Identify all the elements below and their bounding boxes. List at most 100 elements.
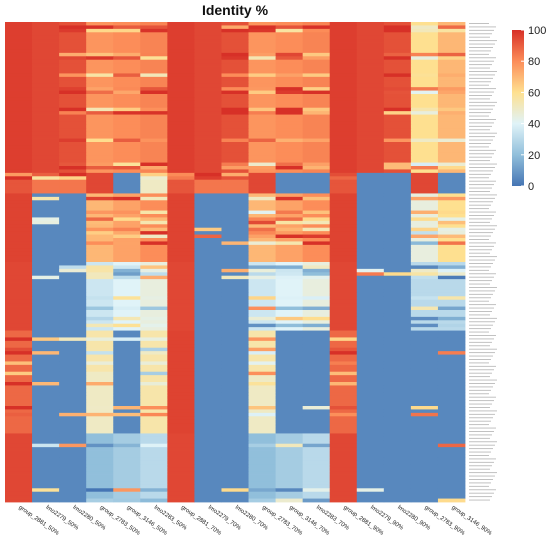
heatmap-cell (356, 419, 385, 424)
heatmap-cell (329, 399, 358, 403)
heatmap-cell (194, 313, 222, 318)
heatmap-cell (5, 135, 33, 139)
heatmap-cell (167, 231, 195, 235)
heatmap-cell (86, 142, 114, 146)
heatmap-cell (194, 323, 222, 328)
heatmap-cell (194, 306, 222, 311)
heatmap-cell (221, 310, 249, 314)
heatmap-cell (32, 491, 60, 496)
heatmap-cell (410, 484, 439, 489)
heatmap-cell (275, 268, 304, 273)
heatmap-cell (410, 313, 439, 318)
heatmap-cell (86, 111, 114, 115)
heatmap-cell (329, 306, 358, 311)
heatmap-cell (5, 63, 33, 67)
heatmap-cell (248, 316, 276, 321)
heatmap-cell (5, 166, 33, 170)
heatmap-cell (410, 279, 439, 283)
row-label (469, 362, 489, 364)
heatmap-cell (32, 94, 60, 98)
heatmap-cell (329, 481, 358, 486)
heatmap-cell (437, 255, 466, 259)
heatmap-cell (59, 46, 87, 50)
row-label (469, 304, 496, 306)
heatmap-cell (329, 310, 358, 314)
heatmap-cell (221, 474, 249, 479)
heatmap-cell (5, 87, 33, 91)
heatmap-cell (5, 124, 33, 129)
heatmap-cell (140, 320, 168, 325)
heatmap-cell (86, 227, 114, 232)
heatmap-cell (410, 107, 439, 112)
heatmap-cell (437, 56, 466, 61)
heatmap-cell (32, 423, 60, 427)
heatmap-cell (383, 436, 412, 441)
heatmap-cell (221, 351, 249, 355)
heatmap-cell (329, 368, 358, 373)
heatmap-cell (302, 210, 331, 215)
heatmap-cell (437, 467, 466, 472)
heatmap-cell (86, 450, 114, 455)
heatmap-cell (140, 162, 168, 167)
heatmap-cell (275, 118, 304, 122)
heatmap-cell (167, 275, 195, 280)
heatmap-cell (437, 193, 466, 198)
heatmap-cell (248, 364, 276, 369)
heatmap-cell (194, 334, 222, 338)
heatmap-cell (59, 42, 87, 47)
heatmap-cell (194, 375, 222, 379)
heatmap-cell (59, 310, 87, 314)
heatmap-cell (302, 299, 331, 304)
heatmap-cell (410, 416, 439, 421)
heatmap-cell (221, 484, 249, 489)
heatmap-cell (32, 42, 60, 47)
heatmap-cell (113, 203, 141, 208)
heatmap-cell (167, 488, 195, 493)
heatmap-cell (221, 481, 249, 486)
heatmap-cell (113, 162, 141, 167)
heatmap-cell (113, 385, 141, 390)
row-label (469, 245, 494, 247)
heatmap-cell (113, 39, 141, 43)
heatmap-cell (437, 241, 466, 246)
heatmap-cell (194, 498, 222, 503)
heatmap-cell (329, 388, 358, 393)
heatmap-cell (32, 467, 60, 472)
heatmap-cell (167, 354, 195, 359)
heatmap-cell (5, 176, 33, 181)
heatmap-cell (221, 426, 249, 431)
heatmap-cell (275, 190, 304, 194)
heatmap-cell (140, 145, 168, 150)
heatmap-cell (59, 423, 87, 427)
heatmap-cell (275, 73, 304, 78)
heatmap-cell (86, 282, 114, 287)
heatmap-cell (248, 190, 276, 194)
heatmap-cell (302, 155, 331, 160)
heatmap-cell (302, 193, 331, 198)
heatmap-cell (329, 255, 358, 259)
heatmap-cell (32, 412, 60, 417)
heatmap-cell (221, 258, 249, 263)
heatmap-cell (140, 94, 168, 98)
heatmap-cell (356, 135, 385, 139)
heatmap-cell (167, 124, 195, 129)
heatmap-cell (167, 203, 195, 208)
heatmap-cell (140, 220, 168, 225)
heatmap-cell (167, 371, 195, 376)
heatmap-cell (221, 241, 249, 246)
heatmap-cell (140, 498, 168, 503)
heatmap-cell (410, 481, 439, 486)
heatmap-cell (383, 111, 412, 115)
heatmap-cell (32, 358, 60, 362)
heatmap-cell (5, 251, 33, 256)
heatmap-cell (86, 474, 114, 479)
row-label (469, 444, 495, 446)
heatmap-cell (5, 310, 33, 314)
heatmap-cell (383, 25, 412, 30)
heatmap-cell (302, 286, 331, 290)
heatmap-cell (86, 310, 114, 314)
heatmap-cell (275, 382, 304, 386)
heatmap-cell (5, 255, 33, 259)
heatmap-cell (221, 402, 249, 407)
heatmap-cell (167, 238, 195, 242)
